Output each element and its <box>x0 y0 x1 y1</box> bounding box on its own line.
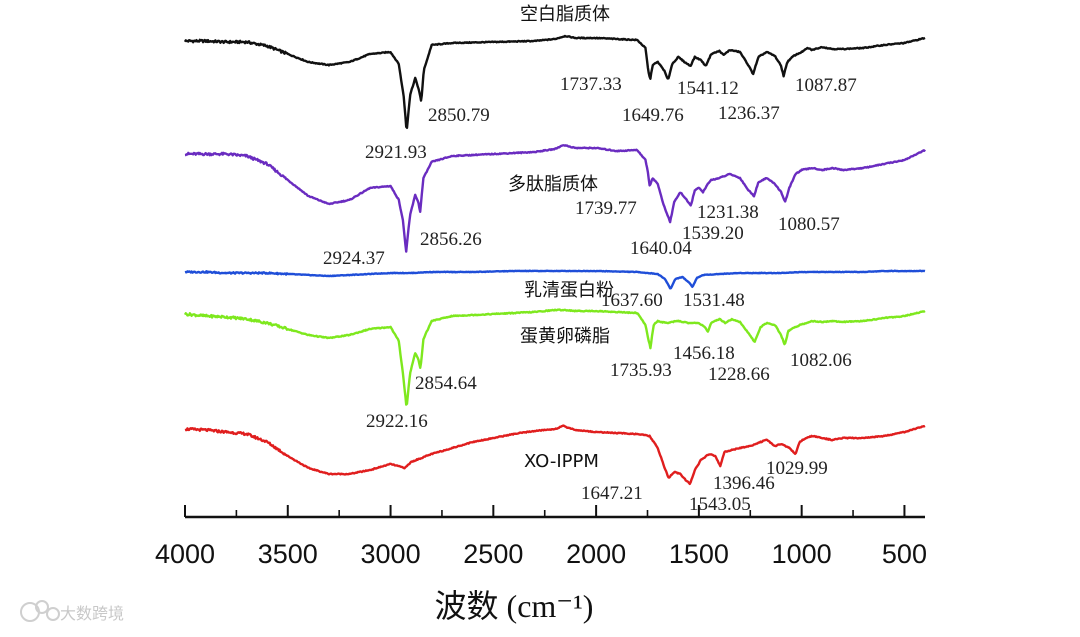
peak-label: 2854.64 <box>415 373 477 394</box>
peak-label: 1647.21 <box>581 483 643 504</box>
peak-label: 1539.20 <box>682 223 744 244</box>
x-tick-label: 3500 <box>258 539 318 569</box>
series-line-1 <box>183 34 926 129</box>
peak-label: 2924.37 <box>323 248 385 269</box>
peak-label: 1228.66 <box>708 364 770 385</box>
series-line-4 <box>183 308 926 406</box>
peak-label: 1456.18 <box>673 343 735 364</box>
peak-label: 1737.33 <box>560 74 622 95</box>
peak-label: 1082.06 <box>790 350 852 371</box>
x-tick-label: 3000 <box>361 539 421 569</box>
watermark-logo-icon <box>20 600 60 622</box>
x-tick-label: 4000 <box>155 539 215 569</box>
series-line-2 <box>184 144 926 253</box>
x-tick-label: 1000 <box>772 539 832 569</box>
x-tick-label: 1500 <box>669 539 729 569</box>
x-axis-label: 波数 (cm⁻¹) <box>435 588 594 624</box>
peak-label: 1029.99 <box>766 458 828 479</box>
x-tick-label: 2000 <box>566 539 626 569</box>
x-tick-label: 500 <box>882 539 927 569</box>
peak-label: 2856.26 <box>420 229 482 250</box>
peak-label: 1541.12 <box>677 78 739 99</box>
series-label-4: 蛋黄卵磷脂 <box>520 326 610 347</box>
peak-label: 1637.60 <box>601 290 663 311</box>
peak-label: 1543.05 <box>689 494 751 515</box>
peak-label: 1531.48 <box>683 290 745 311</box>
peak-label: 1236.37 <box>718 103 780 124</box>
peak-label: 1649.76 <box>622 105 684 126</box>
x-tick-label: 2500 <box>463 539 523 569</box>
peak-label: 1640.04 <box>630 238 692 259</box>
watermark-text: 大数跨境 <box>60 604 124 623</box>
series-label-2: 多肽脂质体 <box>508 174 598 195</box>
peak-label: 1087.87 <box>795 75 857 96</box>
spectra-traces <box>183 34 926 486</box>
peak-label: 2921.93 <box>365 142 427 163</box>
x-axis-ticks: 4000 3500 3000 2500 2000 1500 1000 500 <box>155 505 927 569</box>
peak-label: 1739.77 <box>575 198 637 219</box>
series-label-5: XO-IPPM <box>524 451 599 472</box>
series-line-3 <box>184 269 926 290</box>
watermark: 大数跨境 <box>20 600 124 623</box>
peak-label: 1231.38 <box>697 202 759 223</box>
series-label-1: 空白脂质体 <box>520 4 610 25</box>
series-line-5 <box>184 424 926 486</box>
peak-label: 2850.79 <box>428 105 490 126</box>
peak-label: 1080.57 <box>778 214 840 235</box>
peak-label: 2922.16 <box>366 411 428 432</box>
peak-label: 1396.46 <box>713 473 775 494</box>
peak-label: 1735.93 <box>610 360 672 381</box>
series-label-3: 乳清蛋白粉 <box>524 280 614 301</box>
